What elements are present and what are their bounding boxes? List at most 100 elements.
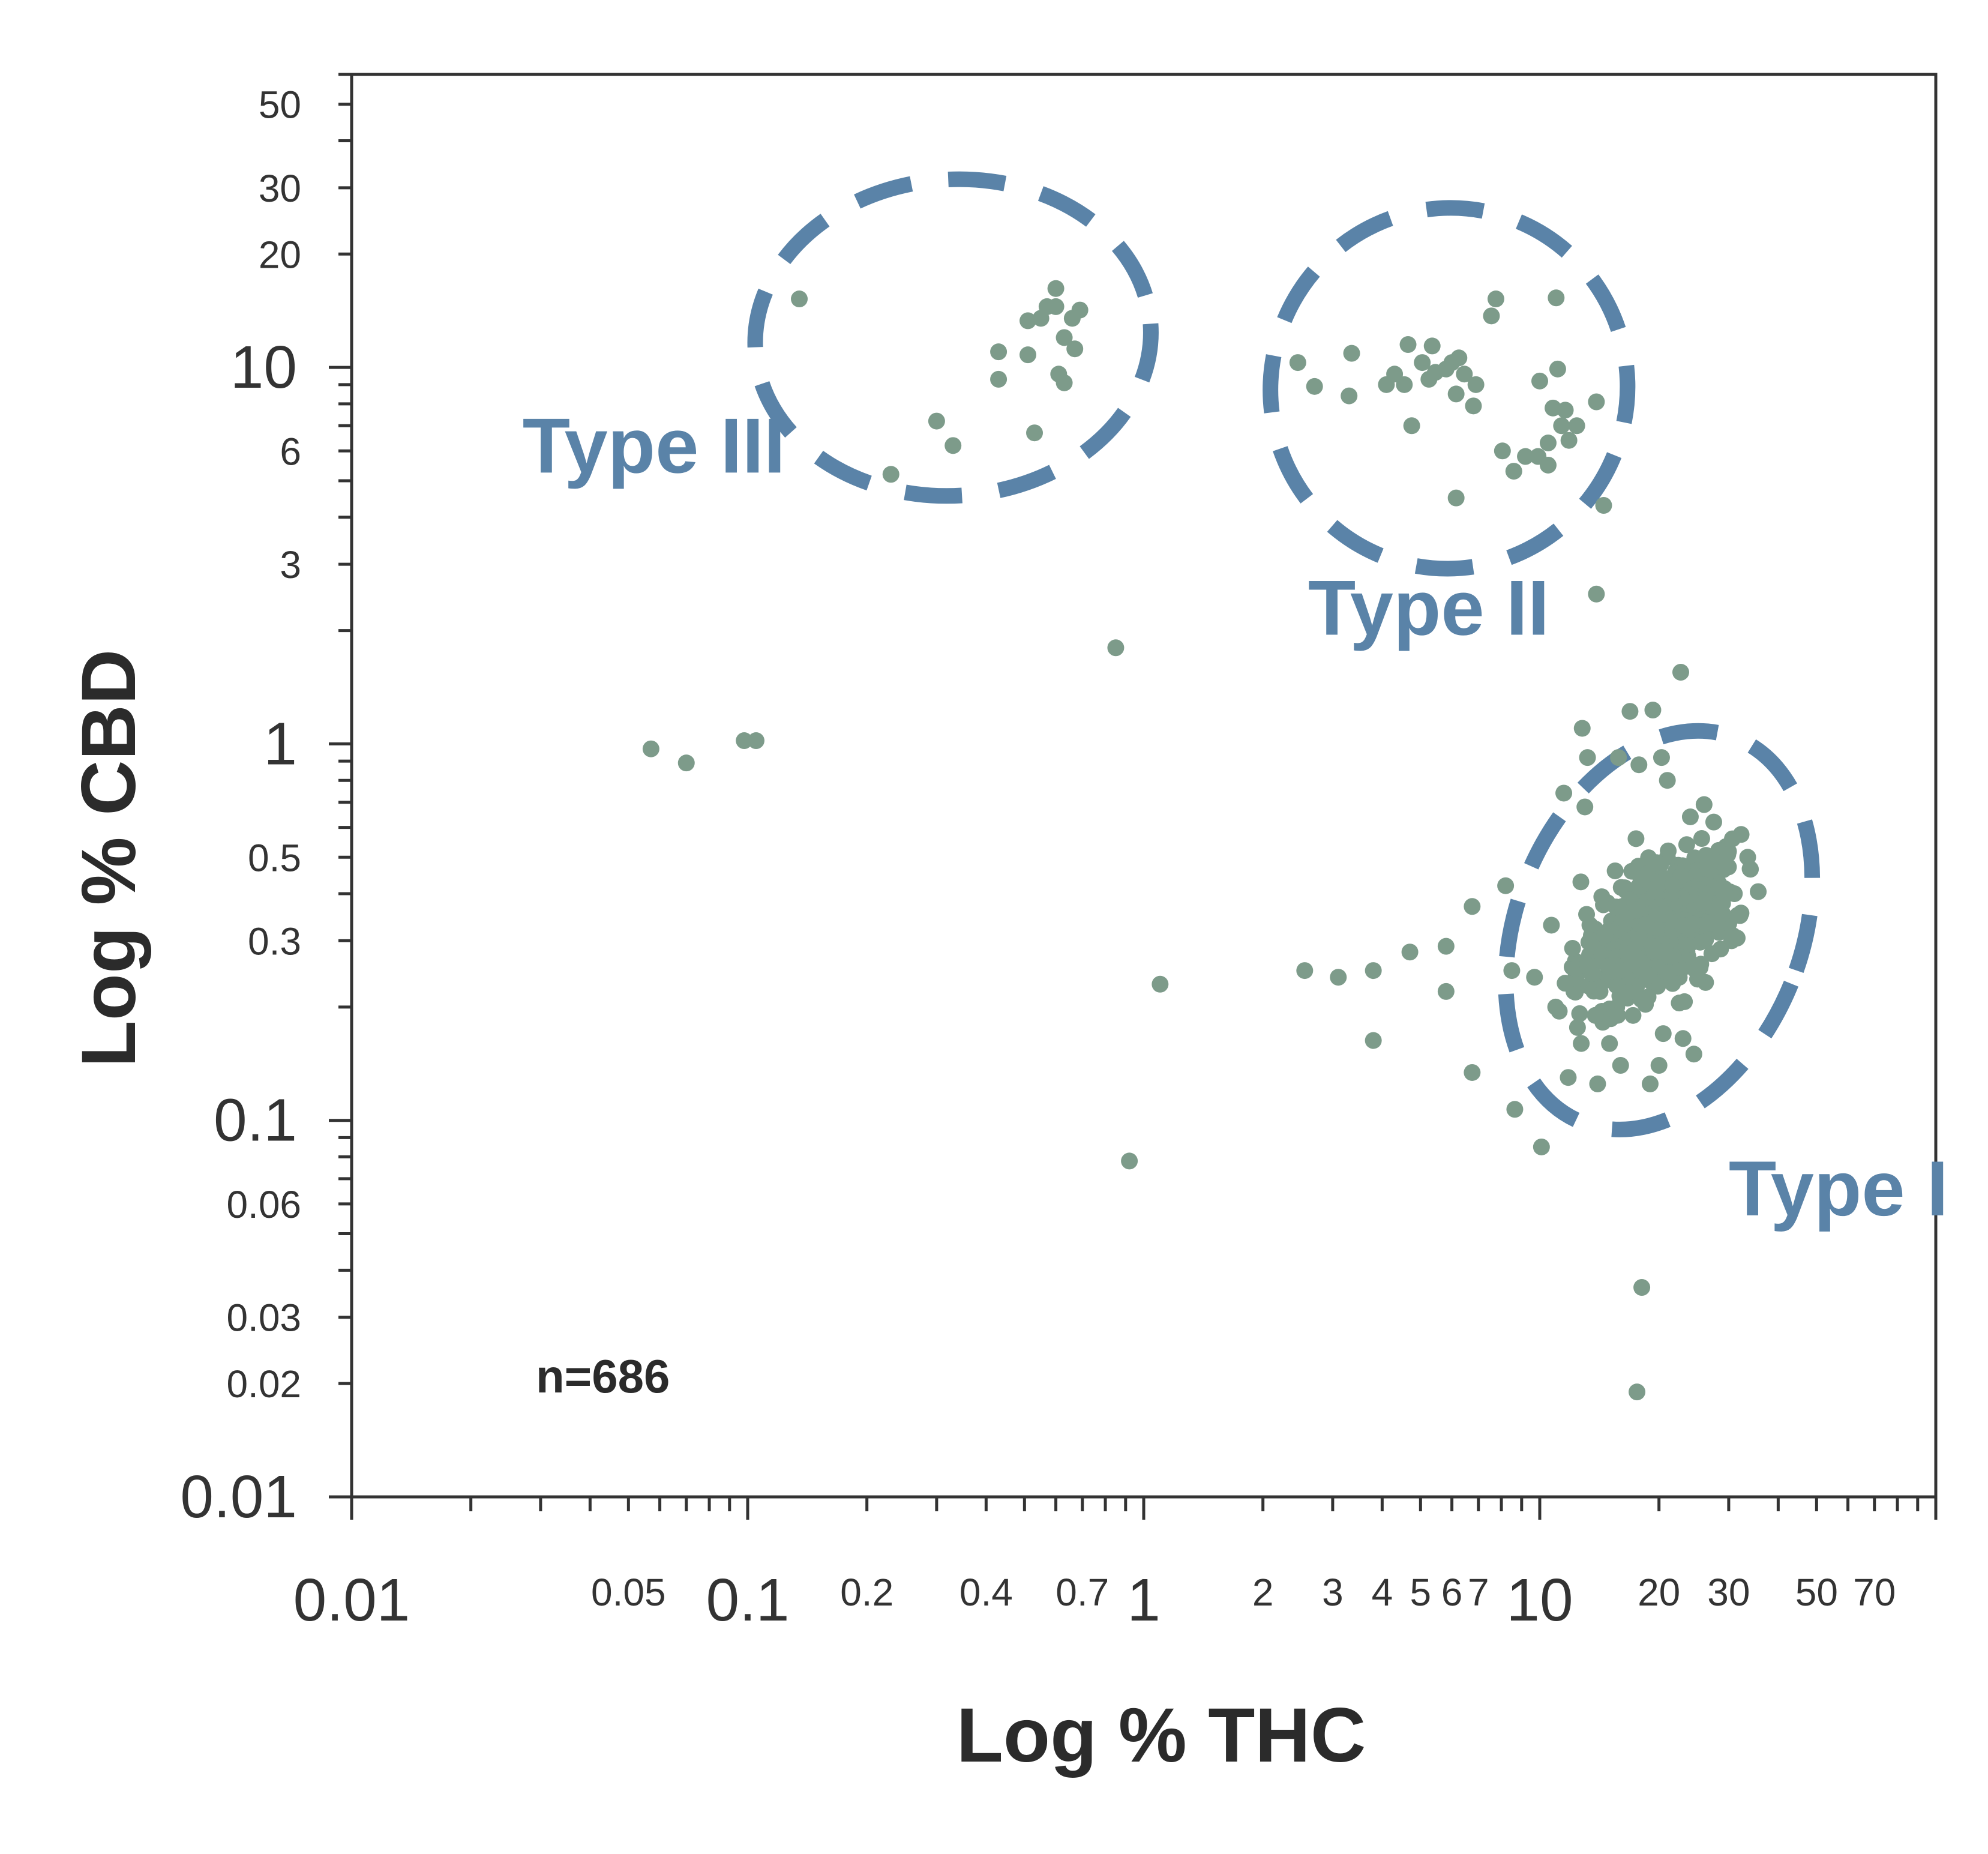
data-point — [990, 370, 1008, 388]
data-point — [1620, 984, 1637, 1001]
data-point — [1019, 312, 1036, 330]
cluster-labels: Type III Type II Type I — [523, 402, 1948, 1232]
data-point — [1606, 862, 1624, 879]
data-point — [642, 740, 659, 757]
data-point — [1564, 940, 1581, 957]
data-point — [1019, 346, 1036, 364]
data-point — [1674, 1030, 1692, 1047]
data-point — [1650, 942, 1667, 960]
data-point — [1056, 374, 1073, 391]
data-point — [1330, 969, 1347, 986]
x-tick-label: 4 — [1372, 1571, 1393, 1614]
y-axis-ticks: 0.01 0.02 0.03 0.06 0.1 0.3 0.5 1 3 6 10 20 30 50 — [180, 73, 352, 1530]
data-point — [1365, 1032, 1382, 1049]
data-point — [1633, 991, 1650, 1008]
data-point — [1487, 290, 1504, 308]
data-point — [1593, 888, 1611, 906]
data-point — [1719, 846, 1737, 863]
cluster-ellipse-type-i — [1498, 723, 1821, 1137]
cluster-label-type-i: Type I — [1729, 1145, 1948, 1232]
data-point — [1464, 1064, 1481, 1081]
data-point — [1678, 836, 1695, 853]
data-point — [1644, 702, 1662, 719]
data-point — [1672, 664, 1689, 681]
data-point — [1714, 905, 1731, 922]
data-point — [1056, 329, 1073, 346]
data-point — [1654, 1025, 1672, 1043]
data-point — [1549, 360, 1566, 378]
data-point — [1579, 749, 1596, 766]
data-point — [1506, 1101, 1524, 1118]
data-point — [1341, 387, 1358, 405]
data-point — [1750, 883, 1767, 900]
data-point — [1464, 898, 1481, 915]
data-point — [1621, 703, 1639, 720]
data-point — [1685, 1046, 1702, 1063]
data-point — [944, 437, 962, 454]
data-point — [1107, 639, 1125, 657]
x-tick-label: 1 — [1127, 1567, 1161, 1634]
data-point — [1624, 1007, 1642, 1024]
data-point — [1630, 930, 1648, 948]
data-point — [677, 754, 695, 772]
x-tick-label: 0.01 — [293, 1567, 410, 1634]
data-point — [1497, 877, 1515, 894]
data-point — [1289, 354, 1306, 372]
data-point — [1571, 1005, 1588, 1022]
data-point — [1610, 749, 1627, 766]
data-point — [1587, 1007, 1604, 1024]
data-point — [1306, 378, 1323, 395]
x-tick-label: 0.1 — [706, 1567, 789, 1634]
data-point — [1026, 424, 1044, 442]
data-point — [1742, 861, 1759, 878]
data-point — [1648, 906, 1666, 924]
data-point — [1720, 858, 1737, 876]
x-tick-label: 6 — [1441, 1571, 1463, 1614]
data-point — [1579, 957, 1596, 974]
data-point — [1483, 307, 1500, 325]
cluster-ellipse-type-ii — [1263, 200, 1636, 577]
data-point — [1693, 830, 1710, 847]
x-tick-label: 0.2 — [840, 1571, 893, 1614]
data-point — [1450, 349, 1468, 367]
data-point — [747, 732, 764, 750]
data-point — [1698, 847, 1715, 864]
data-point — [1047, 298, 1065, 315]
data-point — [1423, 337, 1441, 355]
data-point — [1712, 941, 1729, 958]
data-point — [1539, 434, 1557, 451]
x-tick-label: 2 — [1252, 1571, 1274, 1614]
x-tick-label: 0.4 — [959, 1571, 1013, 1614]
data-point — [1632, 870, 1650, 888]
data-point — [1447, 385, 1465, 403]
x-tick-label: 10 — [1506, 1567, 1573, 1634]
data-point — [990, 343, 1008, 361]
cluster-ellipses — [747, 171, 1821, 1137]
data-point — [1557, 402, 1574, 419]
data-point — [1567, 984, 1584, 1001]
data-point — [1569, 1019, 1586, 1036]
data-point — [1596, 926, 1614, 944]
x-tick-label: 0.05 — [591, 1571, 666, 1614]
y-tick-label: 0.02 — [226, 1362, 301, 1406]
data-point — [1414, 354, 1431, 372]
data-point — [1560, 1069, 1577, 1086]
data-point — [1729, 929, 1746, 947]
data-point — [1121, 1152, 1138, 1170]
data-point — [1467, 376, 1485, 393]
data-point — [1660, 842, 1677, 859]
data-point — [1386, 366, 1404, 383]
y-tick-label: 20 — [259, 233, 301, 276]
data-point — [1572, 873, 1590, 891]
x-tick-label: 0.7 — [1056, 1571, 1109, 1614]
data-point — [1547, 998, 1564, 1016]
data-point — [1627, 830, 1645, 847]
data-point — [1503, 962, 1521, 980]
x-tick-label: 50 — [1795, 1571, 1838, 1614]
data-point — [1629, 1383, 1646, 1401]
y-tick-label: 0.5 — [248, 836, 301, 879]
data-point — [1399, 336, 1417, 354]
data-point — [1343, 345, 1360, 362]
data-point — [1152, 975, 1169, 993]
data-point — [1047, 280, 1065, 297]
